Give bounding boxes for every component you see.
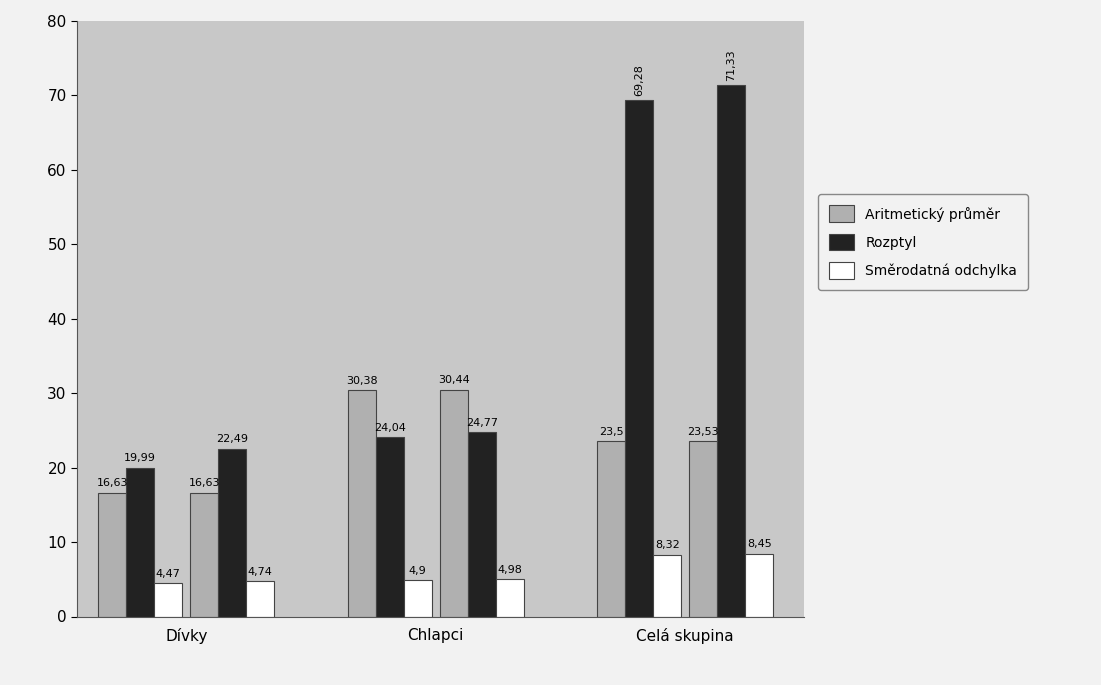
Bar <box>98 493 127 616</box>
Text: 23,5: 23,5 <box>599 427 623 437</box>
Text: 22,49: 22,49 <box>216 434 248 445</box>
Text: 4,9: 4,9 <box>408 566 427 575</box>
Bar <box>468 432 495 616</box>
Bar <box>653 555 682 616</box>
Text: 30,44: 30,44 <box>438 375 469 385</box>
Text: 71,33: 71,33 <box>727 49 737 81</box>
Bar <box>190 493 218 616</box>
Text: 19,99: 19,99 <box>124 453 156 463</box>
Text: 16,63: 16,63 <box>97 478 128 488</box>
Text: 8,32: 8,32 <box>655 540 679 550</box>
Text: 4,74: 4,74 <box>248 566 273 577</box>
Bar <box>495 580 524 616</box>
Bar <box>625 101 653 616</box>
Bar <box>745 553 773 616</box>
Text: 16,63: 16,63 <box>188 478 220 488</box>
Bar <box>348 390 375 616</box>
Bar <box>404 580 432 616</box>
Bar <box>375 438 404 616</box>
Bar <box>154 583 183 616</box>
Bar <box>247 581 274 616</box>
Text: 69,28: 69,28 <box>634 64 644 96</box>
Bar <box>597 441 625 616</box>
Bar <box>717 85 745 616</box>
Bar <box>127 468 154 616</box>
Legend: Aritmetický průměr, Rozptyl, Směrodatná odchylka: Aritmetický průměr, Rozptyl, Směrodatná … <box>818 195 1028 290</box>
Text: 8,45: 8,45 <box>746 539 772 549</box>
Text: 30,38: 30,38 <box>346 375 378 386</box>
Bar <box>218 449 247 616</box>
Bar <box>689 441 717 616</box>
Text: 4,98: 4,98 <box>498 565 522 575</box>
Text: 24,77: 24,77 <box>466 418 498 427</box>
Bar <box>439 390 468 616</box>
Text: 23,53: 23,53 <box>687 427 719 437</box>
Text: 4,47: 4,47 <box>156 569 181 579</box>
Text: 24,04: 24,04 <box>373 423 405 433</box>
